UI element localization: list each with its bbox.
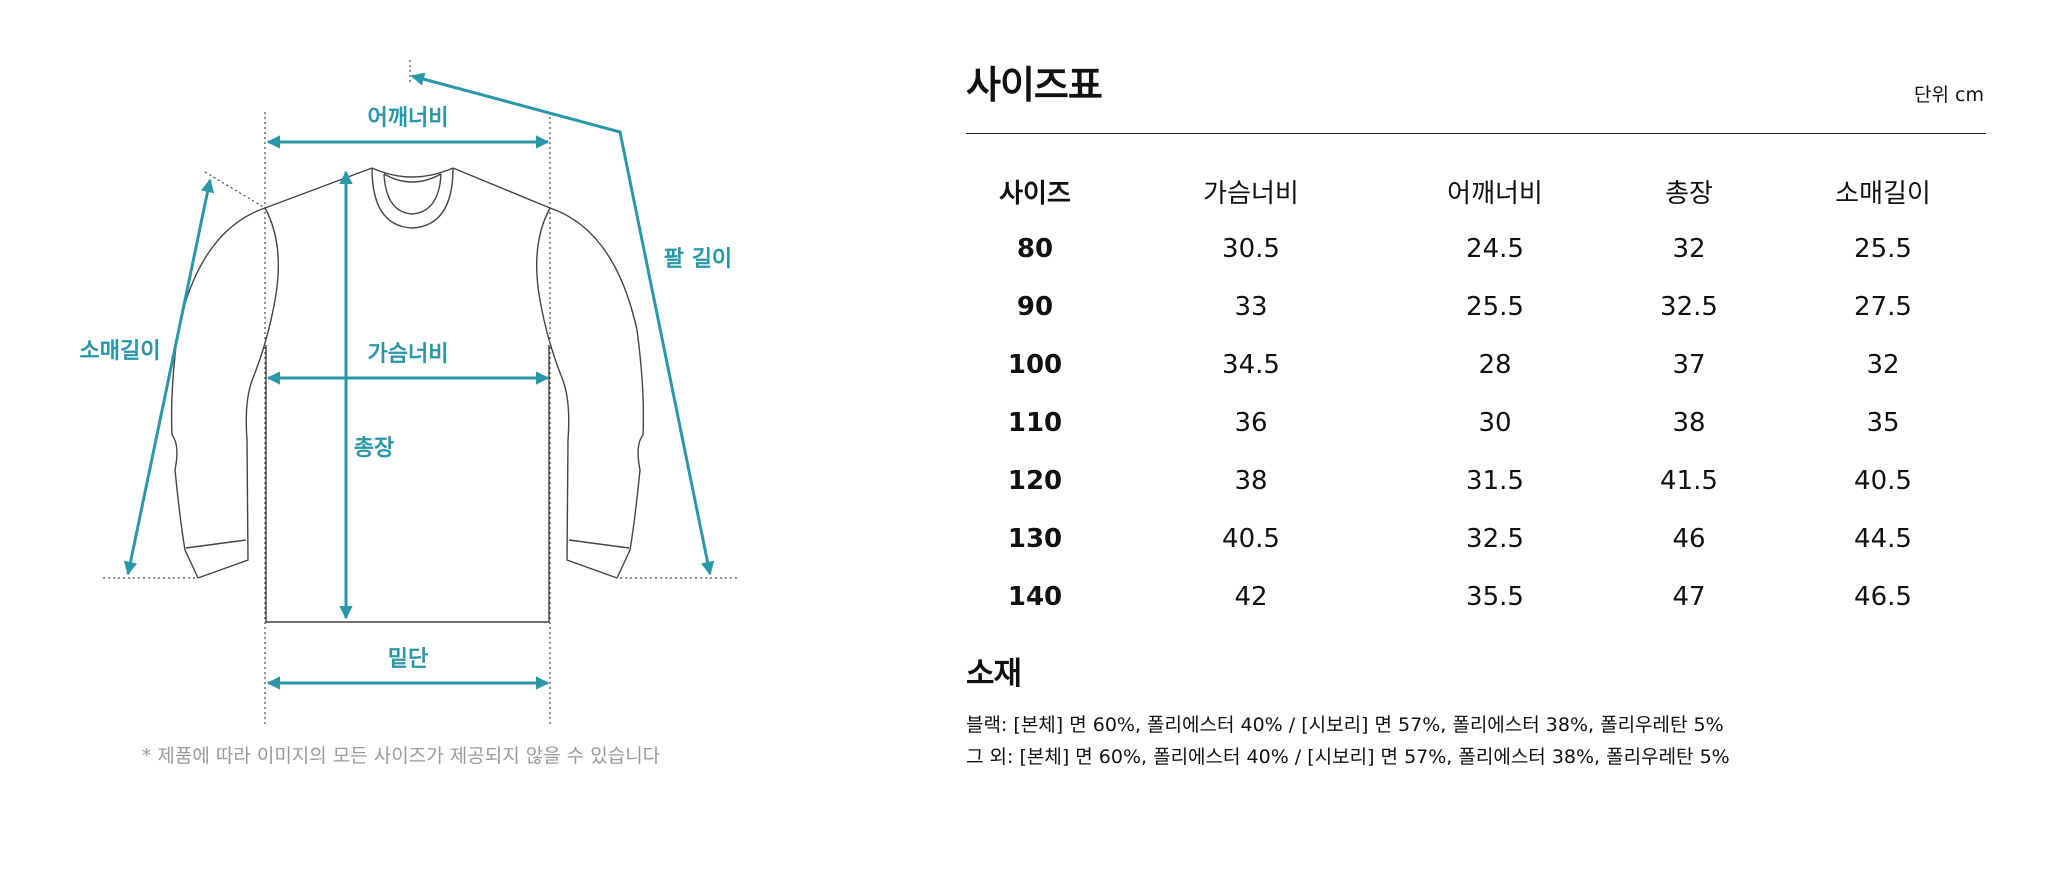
header-sleeve: 소매길이 bbox=[1835, 178, 1931, 209]
cell-shoulder: 32.5 bbox=[1466, 524, 1524, 554]
cell-sleeve: 35 bbox=[1866, 408, 1900, 438]
chest-label: 가슴너비 bbox=[368, 342, 449, 367]
material-title: 소재 bbox=[966, 656, 1022, 692]
table-row: 130 40.5 32.5 46 44.5 bbox=[966, 510, 1980, 568]
hem-label: 밑단 bbox=[388, 647, 428, 672]
length-label: 총장 bbox=[354, 436, 394, 461]
header-size: 사이즈 bbox=[999, 178, 1071, 209]
cell-size: 100 bbox=[1007, 350, 1063, 380]
cell-shoulder: 25.5 bbox=[1466, 292, 1524, 322]
cell-size: 120 bbox=[1007, 466, 1063, 496]
cell-sleeve: 40.5 bbox=[1854, 466, 1912, 496]
header-chest: 가슴너비 bbox=[1203, 178, 1299, 209]
size-chart-title: 사이즈표 bbox=[966, 63, 1103, 107]
measurement-arrows bbox=[123, 72, 715, 690]
cell-length: 38 bbox=[1672, 408, 1706, 438]
cell-shoulder: 24.5 bbox=[1466, 234, 1524, 264]
cell-shoulder: 28 bbox=[1478, 350, 1512, 380]
cell-size: 90 bbox=[1016, 292, 1054, 322]
table-row: 80 30.5 24.5 32 25.5 bbox=[966, 220, 1980, 278]
header-shoulder: 어깨너비 bbox=[1447, 178, 1543, 209]
cell-chest: 42 bbox=[1234, 582, 1268, 612]
table-header-row: 사이즈 가슴너비 어깨너비 총장 소매길이 bbox=[966, 162, 1980, 220]
cell-sleeve: 25.5 bbox=[1854, 234, 1912, 264]
cell-shoulder: 31.5 bbox=[1466, 466, 1524, 496]
cell-length: 46 bbox=[1672, 524, 1706, 554]
cell-sleeve: 46.5 bbox=[1854, 582, 1912, 612]
size-chart-header: 사이즈표 단위 cm bbox=[966, 55, 1986, 134]
size-info-panel: 사이즈표 단위 cm 사이즈 가슴너비 어깨너비 총장 소매길이 80 30.5… bbox=[966, 55, 1986, 773]
arm-length-label: 팔 길이 bbox=[664, 247, 732, 272]
table-row: 110 36 30 38 35 bbox=[966, 394, 1980, 452]
table-row: 100 34.5 28 37 32 bbox=[966, 336, 1980, 394]
shoulder-label: 어깨너비 bbox=[368, 106, 449, 131]
tshirt-outline bbox=[170, 167, 645, 623]
cell-chest: 30.5 bbox=[1222, 234, 1280, 264]
sleeve-arrow bbox=[123, 178, 215, 576]
material-line-other: 그 외: [본체] 면 60%, 폴리에스터 40% / [시보리] 면 57%… bbox=[966, 746, 1730, 768]
cell-size: 80 bbox=[1016, 234, 1054, 264]
cell-size: 110 bbox=[1007, 408, 1063, 438]
cell-chest: 36 bbox=[1234, 408, 1268, 438]
arm-length-arrow bbox=[410, 72, 715, 576]
cell-chest: 34.5 bbox=[1222, 350, 1280, 380]
cell-sleeve: 27.5 bbox=[1854, 292, 1912, 322]
size-table: 사이즈 가슴너비 어깨너비 총장 소매길이 80 30.5 24.5 32 25… bbox=[966, 162, 1980, 626]
cell-shoulder: 30 bbox=[1478, 408, 1512, 438]
material-line-black: 블랙: [본체] 면 60%, 폴리에스터 40% / [시보리] 면 57%,… bbox=[966, 714, 1724, 736]
diagram-note: * 제품에 따라 이미지의 모든 사이즈가 제공되지 않을 수 있습니다 bbox=[142, 745, 660, 767]
cell-length: 41.5 bbox=[1660, 466, 1718, 496]
cell-length: 37 bbox=[1672, 350, 1706, 380]
cell-size: 140 bbox=[1007, 582, 1063, 612]
unit-label: 단위 cm bbox=[1914, 84, 1984, 106]
cell-shoulder: 35.5 bbox=[1466, 582, 1524, 612]
cell-chest: 38 bbox=[1234, 466, 1268, 496]
garment-measurement-diagram: 어깨너비 팔 길이 소매길이 가슴너비 총장 밑단 * 제품에 따라 이미지의 … bbox=[80, 60, 740, 767]
cell-sleeve: 44.5 bbox=[1854, 524, 1912, 554]
cell-size: 130 bbox=[1007, 524, 1063, 554]
sleeve-label: 소매길이 bbox=[80, 339, 161, 364]
material-section: 소재 블랙: [본체] 면 60%, 폴리에스터 40% / [시보리] 면 5… bbox=[966, 648, 1986, 773]
cell-sleeve: 32 bbox=[1866, 350, 1900, 380]
table-row: 140 42 35.5 47 46.5 bbox=[966, 568, 1980, 626]
cell-chest: 40.5 bbox=[1222, 524, 1280, 554]
table-row: 120 38 31.5 41.5 40.5 bbox=[966, 452, 1980, 510]
table-row: 90 33 25.5 32.5 27.5 bbox=[966, 278, 1980, 336]
cell-length: 32.5 bbox=[1660, 292, 1718, 322]
cell-length: 47 bbox=[1672, 582, 1706, 612]
header-length: 총장 bbox=[1665, 178, 1713, 209]
guide-lines bbox=[103, 60, 740, 725]
cell-length: 32 bbox=[1672, 234, 1706, 264]
cell-chest: 33 bbox=[1234, 292, 1268, 322]
